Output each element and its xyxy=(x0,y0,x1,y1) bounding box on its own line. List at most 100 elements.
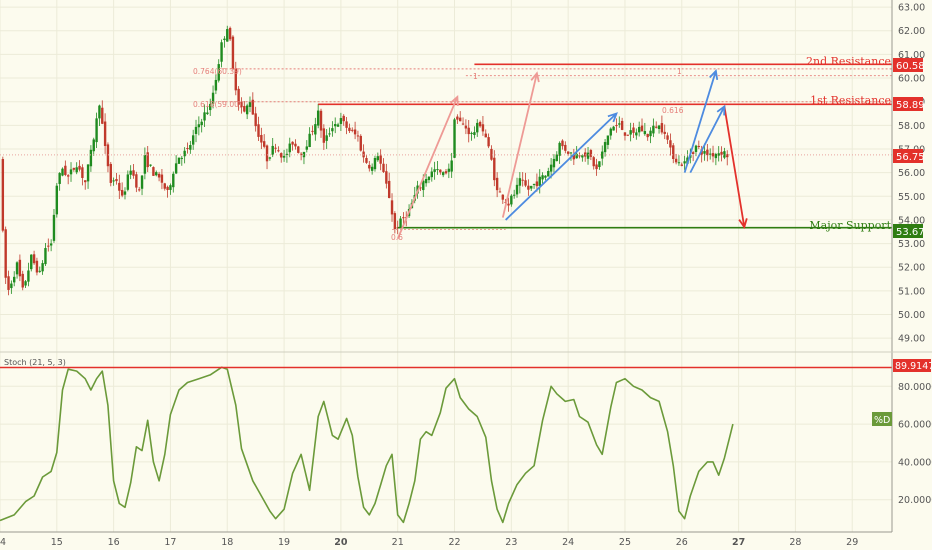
candle-body xyxy=(549,164,553,172)
candle-body xyxy=(288,143,291,153)
candle-body xyxy=(328,133,331,135)
stoch-level-badge xyxy=(893,359,931,372)
candle-body xyxy=(490,148,493,160)
candle-body xyxy=(157,173,161,178)
candle-body xyxy=(228,27,232,40)
candle-body xyxy=(581,155,584,158)
candle-body xyxy=(612,126,615,131)
candle-body xyxy=(456,116,459,120)
candle-body xyxy=(118,182,121,191)
candle-body xyxy=(89,149,93,167)
candle-body xyxy=(49,243,53,246)
blue-arrow xyxy=(505,112,618,221)
candle-body xyxy=(15,262,19,275)
candle-body xyxy=(677,162,681,164)
price-tick-label: 63.00 xyxy=(898,3,925,14)
last-price-value: 56.75 xyxy=(896,152,925,163)
price-tick-label: 60.00 xyxy=(898,74,925,85)
candle-body xyxy=(177,157,181,164)
candle-body xyxy=(245,105,249,115)
price-axis: 49.00 50.00 51.00 52.00 53.00 54.00 55.00 56.00… xyxy=(898,3,925,345)
candle-body xyxy=(711,153,715,157)
candle-body xyxy=(623,132,627,136)
pink-arrowhead xyxy=(450,95,459,106)
candle-body xyxy=(387,180,391,199)
support-badge xyxy=(893,224,923,238)
fib-mid-label: 0.616 xyxy=(662,106,684,115)
candle-body xyxy=(632,127,635,133)
candle-body xyxy=(325,135,328,141)
blue-arrowhead xyxy=(716,104,726,116)
candle-body xyxy=(680,164,683,166)
candle-body xyxy=(311,130,314,132)
candle-body xyxy=(223,38,226,41)
candle-body xyxy=(299,153,303,156)
candle-body xyxy=(541,175,544,180)
candle-body xyxy=(461,123,465,125)
candle-body xyxy=(146,152,149,168)
candle-body xyxy=(214,79,218,91)
price-tick-label: 49.00 xyxy=(898,334,925,345)
candle-body xyxy=(254,113,257,127)
candle-body xyxy=(257,124,260,137)
candle-body xyxy=(308,133,311,148)
candle-body xyxy=(38,270,41,272)
candle-body xyxy=(666,135,669,140)
candle-body xyxy=(476,122,479,133)
price-tick-label: 55.00 xyxy=(898,192,925,203)
blue-arrow xyxy=(689,106,726,174)
candle-body xyxy=(459,117,462,122)
candle-body xyxy=(334,124,337,127)
candle-body xyxy=(379,155,382,164)
candle-body xyxy=(197,124,201,128)
candle-body xyxy=(163,183,166,189)
candle-body xyxy=(135,174,138,188)
candle-body xyxy=(64,165,67,175)
support-value: 53.67 xyxy=(896,227,925,238)
candle-body xyxy=(487,137,490,147)
levels-layer xyxy=(0,63,892,369)
candle-body xyxy=(370,166,374,171)
first-resistance-badge xyxy=(893,97,923,111)
candle-body xyxy=(149,164,152,166)
candle-body xyxy=(422,180,425,191)
candle-body xyxy=(470,132,473,134)
candle-body xyxy=(1,159,5,231)
candle-body xyxy=(655,126,658,128)
candle-body xyxy=(109,163,112,183)
candle-body xyxy=(484,133,487,138)
pink-arrowhead xyxy=(530,71,540,83)
candle-body xyxy=(399,218,402,228)
candle-body xyxy=(140,175,144,189)
stoch-tick-label: 60.0000 xyxy=(898,420,932,431)
candle-body xyxy=(143,155,147,174)
stoch-tick-label: 40.0000 xyxy=(898,457,932,468)
candle-body xyxy=(348,127,351,132)
candle-body xyxy=(183,150,186,157)
stochastic-panel xyxy=(0,366,734,524)
candle-body xyxy=(61,168,64,176)
candle-body xyxy=(191,135,195,145)
candle-body xyxy=(240,102,243,108)
candle-body xyxy=(618,123,621,125)
price-tick-label: 62.00 xyxy=(898,26,925,37)
candle-body xyxy=(615,125,618,127)
candle-body xyxy=(717,153,720,156)
time-tick-label: 23 xyxy=(505,537,517,548)
candle-body xyxy=(373,157,377,170)
candle-body xyxy=(86,164,90,182)
candle-body xyxy=(291,141,294,145)
candle-body xyxy=(251,99,255,115)
arrows-layer xyxy=(396,68,748,240)
candle-body xyxy=(430,171,433,178)
candle-body xyxy=(402,217,405,219)
candle-body xyxy=(81,167,84,178)
price-tick-label: 58.00 xyxy=(898,121,925,132)
candle-body xyxy=(359,135,362,151)
blue-arrowhead xyxy=(607,112,618,123)
candle-body xyxy=(507,203,510,206)
candle-body xyxy=(524,180,527,186)
candle-body xyxy=(575,153,578,159)
candle-body xyxy=(44,248,47,265)
time-axis: 14 15 16 17 18 19 20 21 22 23 24 25 26 27 28 29 xyxy=(0,537,858,548)
